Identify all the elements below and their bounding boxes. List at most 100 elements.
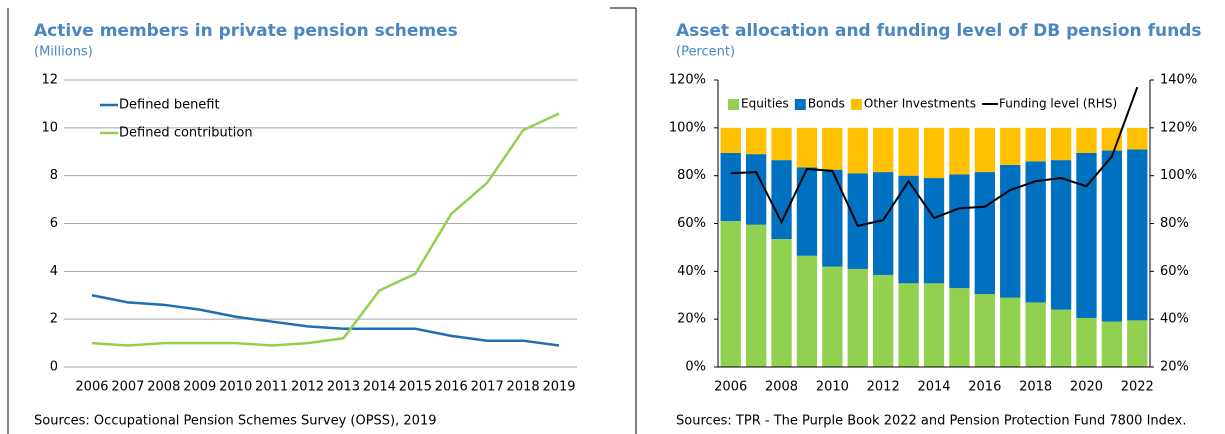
- series-line: [91, 112, 560, 347]
- bar-segment: [1025, 127, 1046, 162]
- bar-segment: [1101, 150, 1123, 322]
- x-tick-label: 2016: [435, 380, 468, 395]
- bar-segment: [949, 174, 970, 289]
- y-tick-label: 0: [50, 360, 58, 375]
- legend-label: Defined benefit: [119, 98, 220, 113]
- x-tick-label: 2022: [1121, 380, 1154, 395]
- bar-segment: [1050, 309, 1072, 367]
- y-tick-label: 4: [50, 264, 58, 279]
- x-tick-label: 2006: [714, 380, 747, 395]
- x-tick-label: 2015: [399, 380, 432, 395]
- bar-segment: [949, 288, 970, 367]
- y-tick-label: 120%: [669, 73, 706, 88]
- series-line: [91, 294, 560, 347]
- chart-subtitle: (Percent): [676, 45, 735, 60]
- bar-segment: [1101, 321, 1123, 367]
- bar-segment: [720, 221, 741, 367]
- bar-segment: [1000, 297, 1021, 367]
- source-note: Sources: TPR - The Purple Book 2022 and …: [676, 414, 1187, 429]
- bar-segment: [1127, 320, 1148, 367]
- source-note: Sources: Occupational Pension Schemes Su…: [34, 414, 436, 429]
- x-tick-label: 2018: [507, 380, 540, 395]
- x-tick-label: 2007: [111, 380, 144, 395]
- x-tick-label: 2013: [327, 380, 360, 395]
- x-tick-label: 2006: [75, 380, 108, 395]
- y-tick-label: 8: [50, 168, 58, 183]
- x-tick-label: 2012: [291, 380, 324, 395]
- legend-label: Defined contribution: [119, 126, 253, 141]
- x-tick-label: 2019: [542, 380, 575, 395]
- bar-segment: [873, 274, 894, 367]
- legend-label: Other Investments: [864, 97, 976, 111]
- y-tick-label: 10: [41, 120, 58, 135]
- legend-label: Bonds: [808, 97, 845, 111]
- series-line: [730, 86, 1139, 228]
- bar-segment: [949, 127, 970, 175]
- bar-segment: [873, 172, 894, 275]
- x-tick-label: 2008: [147, 380, 180, 395]
- bar-segment: [923, 178, 945, 284]
- legend-swatch: [794, 99, 806, 110]
- bar-segment: [771, 160, 792, 240]
- chart-subtitle: (Millions): [34, 45, 93, 60]
- legend-label: Equities: [741, 97, 789, 111]
- y2-tick-label: 80%: [1160, 216, 1189, 231]
- bar-segment: [923, 283, 945, 367]
- x-tick-label: 2010: [816, 380, 849, 395]
- bar-segment: [745, 224, 767, 367]
- bar-segment: [822, 127, 843, 170]
- x-tick-label: 2012: [867, 380, 900, 395]
- x-tick-label: 2011: [255, 380, 288, 395]
- x-tick-label: 2016: [968, 380, 1001, 395]
- y-tick-label: 20%: [677, 312, 706, 327]
- bar-segment: [1076, 127, 1097, 153]
- bar-segment: [720, 152, 741, 222]
- legend-swatch: [728, 99, 739, 110]
- bar-segment: [822, 169, 843, 267]
- bar-segment: [745, 154, 767, 225]
- x-tick-label: 2014: [917, 380, 950, 395]
- y-tick-label: 12: [41, 73, 58, 88]
- y2-tick-label: 140%: [1160, 73, 1197, 88]
- bar-segment: [974, 294, 995, 367]
- y-tick-label: 100%: [669, 120, 706, 135]
- y2-tick-label: 40%: [1160, 312, 1189, 327]
- chart-title: Active members in private pension scheme…: [34, 21, 458, 41]
- legend-label: Funding level (RHS): [999, 97, 1117, 111]
- x-tick-label: 2008: [765, 380, 798, 395]
- y2-tick-label: 20%: [1160, 360, 1189, 375]
- y2-tick-label: 60%: [1160, 264, 1189, 279]
- bar-segment: [720, 127, 741, 153]
- bar-segment: [822, 266, 843, 367]
- bar-segment: [771, 127, 792, 161]
- x-tick-label: 2020: [1070, 380, 1103, 395]
- bar-segment: [847, 268, 868, 367]
- bar-segment: [1076, 317, 1097, 367]
- bar-segment: [1050, 160, 1072, 310]
- bar-segment: [1000, 127, 1021, 165]
- bar-segment: [847, 173, 868, 269]
- x-tick-label: 2010: [219, 380, 252, 395]
- y-tick-label: 0%: [685, 360, 706, 375]
- bar-segment: [974, 127, 995, 173]
- bar-segment: [1127, 149, 1148, 321]
- bar-segment: [1076, 152, 1097, 318]
- chart-title: Asset allocation and funding level of DB…: [676, 21, 1201, 41]
- bar-segment: [1127, 127, 1148, 150]
- bar-segment: [847, 127, 868, 174]
- bar-segment: [796, 167, 818, 256]
- bar-segment: [898, 127, 919, 176]
- bar-segment: [1050, 127, 1072, 161]
- y-tick-label: 2: [50, 312, 58, 327]
- y2-tick-label: 120%: [1160, 120, 1197, 135]
- bar-segment: [1025, 161, 1046, 303]
- bar-segment: [745, 127, 767, 155]
- y-tick-label: 80%: [677, 168, 706, 183]
- bar-segment: [1025, 302, 1046, 367]
- x-tick-label: 2009: [183, 380, 216, 395]
- bar-segment: [898, 175, 919, 284]
- bar-segment: [873, 127, 894, 173]
- bar-segment: [923, 127, 945, 179]
- y-tick-label: 6: [50, 216, 58, 231]
